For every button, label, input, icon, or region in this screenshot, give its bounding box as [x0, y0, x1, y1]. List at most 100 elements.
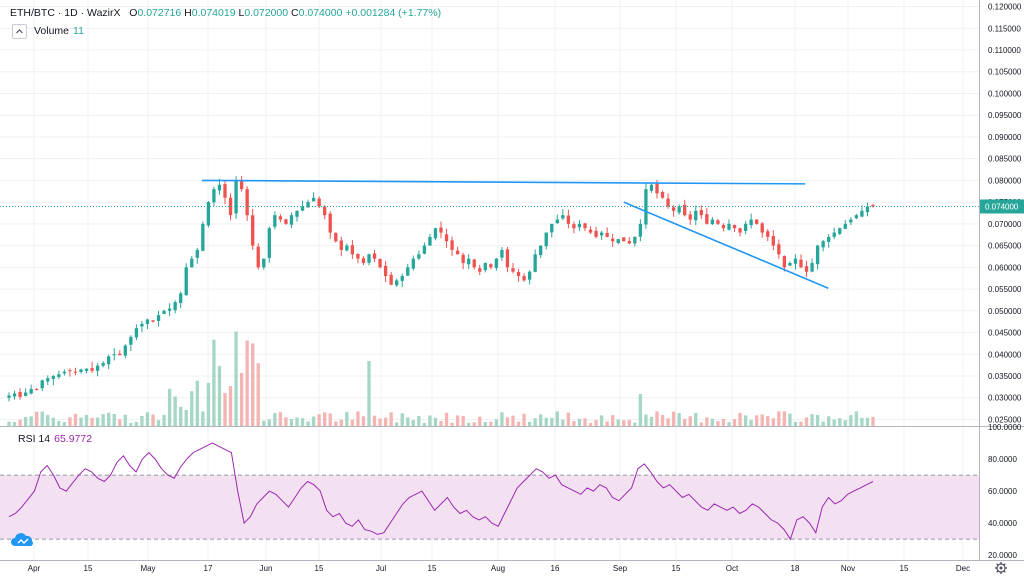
- volume-bar: [849, 415, 853, 426]
- candle-body: [655, 183, 659, 194]
- volume-bar: [107, 412, 111, 426]
- candle-body: [123, 345, 127, 356]
- volume-bar: [478, 416, 482, 426]
- candle-body: [527, 271, 532, 280]
- candle-body: [328, 213, 332, 233]
- volume-bar: [289, 419, 294, 426]
- volume-bar: [356, 411, 360, 426]
- volume-legend: Volume 11: [34, 25, 84, 37]
- rsi-line: [8, 442, 874, 541]
- candle-body: [533, 254, 537, 272]
- volume-bar: [195, 380, 199, 426]
- volume-bar: [40, 411, 44, 426]
- volume-bar: [494, 419, 499, 426]
- volume-bar: [372, 415, 377, 426]
- volume-bar: [300, 418, 305, 426]
- volume-bar: [156, 420, 161, 426]
- price-tick-label: 0.100000: [988, 89, 1022, 98]
- volume-bar: [295, 417, 299, 426]
- volume-bar: [217, 366, 222, 426]
- candle-body: [156, 315, 161, 321]
- volume-bar: [450, 422, 454, 426]
- cloud-logo-icon: [10, 532, 36, 548]
- candle-body: [267, 228, 271, 259]
- volume-bar: [134, 421, 139, 426]
- volume-bar: [251, 343, 255, 426]
- candle-body: [206, 202, 211, 226]
- candle-body: [339, 240, 343, 250]
- volume-bar: [505, 417, 510, 426]
- candle-body: [439, 227, 443, 233]
- volume-bar: [439, 420, 443, 426]
- volume-bar: [622, 420, 626, 426]
- rsi-value: 65.9772: [54, 433, 93, 445]
- volume-bar: [527, 421, 532, 426]
- volume-bar: [361, 416, 366, 426]
- candle-body: [256, 246, 260, 268]
- volume-bar: [561, 419, 565, 426]
- candle-body: [406, 267, 410, 276]
- candle-body: [12, 393, 17, 397]
- candle-body: [771, 236, 775, 246]
- rsi-tick-label: 100.0000: [988, 423, 1022, 432]
- time-axis-label: Dec: [956, 564, 970, 573]
- candle-body: [334, 232, 338, 242]
- candle-body: [577, 223, 582, 228]
- candle-body: [777, 244, 781, 255]
- candle-body: [317, 198, 321, 207]
- volume-bar: [827, 416, 831, 426]
- volume-bar: [73, 413, 78, 426]
- candle-body: [372, 253, 377, 259]
- candle-body: [489, 264, 493, 268]
- candle-body: [860, 210, 864, 217]
- candle-body: [749, 219, 753, 226]
- candle-body: [854, 215, 859, 219]
- interval-label[interactable]: 1D: [64, 7, 78, 19]
- volume-bar: [705, 417, 709, 426]
- candle-body: [467, 258, 471, 265]
- candle-body: [633, 236, 637, 244]
- rsi-label[interactable]: RSI 14: [18, 433, 51, 445]
- candle-body: [821, 241, 825, 248]
- volume-label[interactable]: Volume: [34, 25, 70, 37]
- candle-body: [29, 389, 33, 394]
- volume-bar: [328, 413, 332, 426]
- candle-body: [223, 184, 227, 198]
- symbol-name[interactable]: ETH/BTC: [10, 7, 55, 19]
- time-axis-label: 17: [204, 564, 213, 573]
- candle-body: [716, 220, 720, 224]
- volume-bar: [179, 406, 183, 426]
- collapse-toggle-button[interactable]: [12, 24, 27, 39]
- candle-body: [395, 280, 399, 286]
- candle-body: [871, 205, 875, 207]
- candle-body: [611, 238, 615, 242]
- candle-body: [782, 256, 787, 268]
- candle-body: [73, 371, 78, 373]
- volume-bar: [522, 413, 526, 426]
- volume-bar: [683, 418, 687, 426]
- time-axis-label: 15: [672, 564, 681, 573]
- candle-body: [422, 245, 427, 254]
- change-value: +0.001284 (+1.77%): [345, 7, 442, 19]
- candle-body: [622, 237, 626, 242]
- volume-bar: [68, 417, 72, 426]
- candle-body: [284, 219, 288, 224]
- candle-body: [677, 206, 681, 213]
- candle-body: [544, 232, 548, 247]
- candle-body: [195, 249, 199, 258]
- gear-icon[interactable]: [995, 562, 1007, 574]
- price-tick-label: 0.040000: [988, 350, 1022, 359]
- candle-body: [710, 219, 715, 225]
- candle-body: [400, 276, 404, 281]
- volume-bar: [118, 419, 122, 426]
- candle-body: [323, 206, 327, 216]
- volume-bar: [516, 421, 521, 426]
- candle-body: [295, 210, 299, 217]
- candle-body: [799, 259, 803, 268]
- volume-bar: [317, 414, 321, 426]
- volume-bar: [633, 422, 637, 426]
- volume-bar: [29, 416, 33, 426]
- exchange-label: WazirX: [87, 7, 121, 19]
